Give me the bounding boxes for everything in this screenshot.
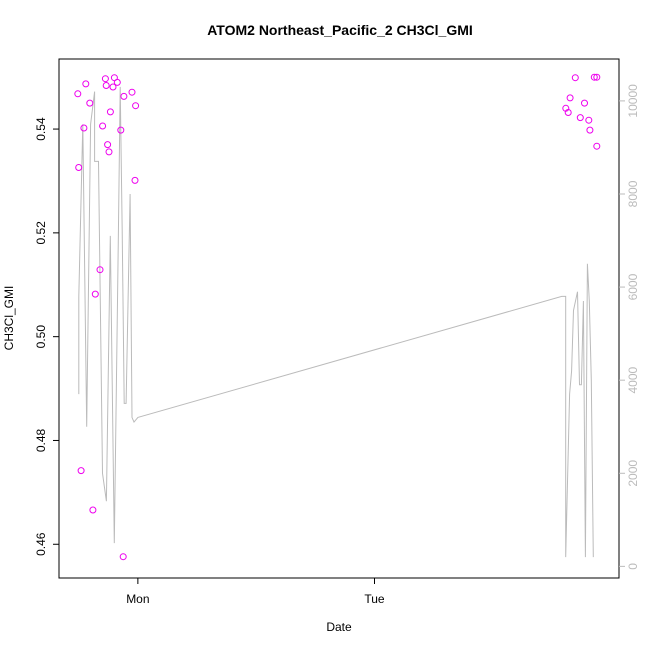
data-point — [566, 94, 574, 102]
data-point — [564, 109, 572, 116]
data-point — [101, 75, 109, 83]
y-tick-label: 0.54 — [34, 117, 48, 141]
y-tick-label: 0.52 — [34, 221, 48, 245]
data-point — [102, 82, 110, 89]
plot-frame — [58, 58, 620, 579]
data-point — [593, 142, 601, 150]
data-point — [89, 506, 97, 514]
data-point — [590, 73, 598, 81]
data-point — [80, 124, 88, 132]
data-point — [106, 108, 114, 116]
y-axis-label: CH3Cl_GMI — [2, 286, 16, 351]
data-point — [86, 99, 94, 107]
y2-tick-label: 10000 — [626, 84, 640, 118]
data-point — [571, 74, 579, 82]
data-point — [113, 78, 121, 86]
data-point — [119, 553, 127, 561]
series-line — [78, 86, 594, 558]
y2-tick-label: 2000 — [626, 460, 640, 487]
data-point — [104, 141, 112, 149]
series-line-layer — [78, 86, 594, 558]
data-point — [132, 102, 140, 110]
data-point — [585, 116, 593, 124]
data-point — [96, 266, 104, 274]
y2-tick-label: 0 — [626, 563, 640, 570]
data-point — [91, 290, 99, 298]
data-point — [109, 83, 117, 91]
data-point — [117, 126, 125, 134]
data-point — [576, 114, 584, 122]
y2-tick-label: 4000 — [626, 367, 640, 394]
data-point — [75, 164, 83, 171]
y2-tick-label: 8000 — [626, 180, 640, 207]
data-point — [99, 122, 107, 130]
data-point — [77, 467, 85, 475]
data-point — [131, 176, 139, 184]
axes-layer: 0.46 0.48 0.50 0.52 0.54 0 2000 4000 6000 8000 100… — [34, 84, 640, 606]
x-axis-label: Date — [326, 620, 352, 634]
data-point — [586, 126, 594, 134]
x-tick-label: Tue — [364, 592, 385, 606]
chart-title: ATOM2 Northeast_Pacific_2 CH3Cl_GMI — [207, 22, 473, 38]
data-point — [128, 88, 136, 96]
data-point — [593, 73, 601, 81]
y-tick-label: 0.46 — [34, 532, 48, 556]
y-tick-label: 0.50 — [34, 325, 48, 349]
data-point — [82, 80, 90, 88]
y-tick-label: 0.48 — [34, 428, 48, 452]
y2-tick-label: 6000 — [626, 273, 640, 300]
data-point — [74, 90, 82, 98]
series-points-layer — [74, 73, 601, 561]
data-point — [120, 92, 128, 100]
data-point — [105, 148, 113, 156]
data-point — [581, 99, 588, 107]
x-tick-label: Mon — [126, 592, 149, 606]
